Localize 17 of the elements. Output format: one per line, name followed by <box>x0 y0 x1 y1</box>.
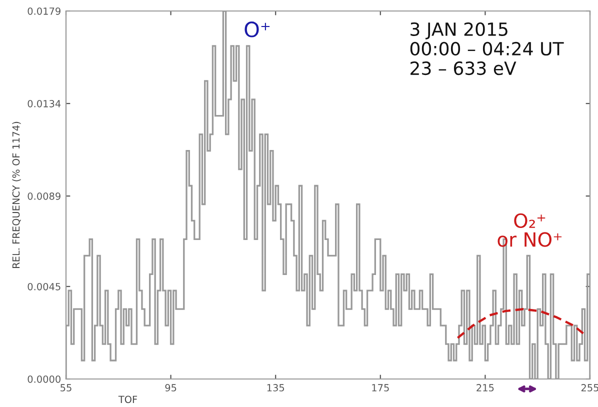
annotation: O⁺ <box>244 22 270 38</box>
x-tick-label: 95 <box>165 384 176 392</box>
y-axis-title: REL. FREQUENCY (% OF 1174) <box>12 122 21 268</box>
annotation: O₂⁺ or NO⁺ <box>498 213 562 247</box>
x-tick-label: 215 <box>476 384 494 392</box>
x-tick-label: 255 <box>581 384 598 392</box>
x-tick-label: 55 <box>60 384 72 392</box>
y-tick-label: 0.0045 <box>28 282 60 290</box>
line-series <box>456 308 585 339</box>
y-tick-label: 0.0000 <box>28 375 60 383</box>
y-tick-label: 0.0134 <box>28 100 61 108</box>
y-tick-label: 0.0179 <box>28 7 60 15</box>
annotation: 3 JAN 2015 00:00 – 04:24 UT 23 – 633 eV <box>410 22 564 76</box>
x-tick-label: 175 <box>372 384 389 392</box>
x-tick-label: 135 <box>267 384 284 392</box>
x-axis-title: TOF <box>118 396 138 404</box>
y-tick-label: 0.0089 <box>28 192 60 200</box>
